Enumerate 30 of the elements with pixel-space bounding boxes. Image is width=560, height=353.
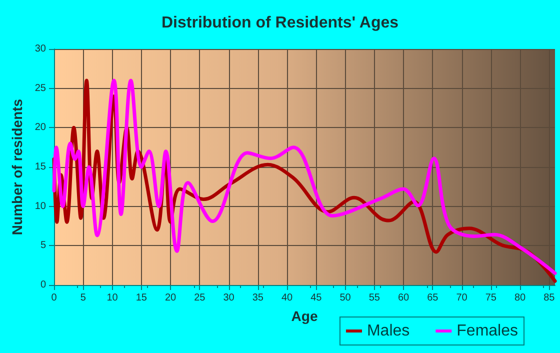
x-tick-label: 75 xyxy=(485,292,497,304)
x-tick-label: 5 xyxy=(80,292,86,304)
x-tick-label: 60 xyxy=(398,292,410,304)
x-tick-label: 15 xyxy=(136,292,148,304)
y-axis-title: Number of residents xyxy=(8,98,25,236)
y-tick-label: 25 xyxy=(34,82,46,94)
chart-title: Distribution of Residents' Ages xyxy=(161,14,399,32)
x-tick-label: 40 xyxy=(281,292,294,304)
x-tick-label: 25 xyxy=(194,292,206,304)
x-tick-label: 50 xyxy=(340,292,352,304)
y-tick-label: 10 xyxy=(34,200,46,212)
x-tick-label: 0 xyxy=(51,292,58,304)
x-tick-label: 45 xyxy=(310,292,322,304)
x-tick-label: 30 xyxy=(223,292,235,304)
x-tick-label: 55 xyxy=(368,292,380,304)
x-tick-label: 35 xyxy=(252,292,264,304)
x-tick-label: 65 xyxy=(427,292,439,304)
y-tick-label: 0 xyxy=(40,280,46,290)
y-tick-label: 15 xyxy=(34,162,46,172)
x-axis-title: Age xyxy=(291,308,318,324)
x-tick-label: 70 xyxy=(456,292,468,304)
x-tick-label: 85 xyxy=(544,292,556,304)
x-tick-label: 10 xyxy=(106,292,118,304)
y-tick-label: 5 xyxy=(40,240,46,252)
x-tick-label: 20 xyxy=(164,292,177,304)
y-tick-label: 30 xyxy=(34,44,46,54)
legend-label: Females xyxy=(456,322,518,340)
legend-label: Males xyxy=(366,322,410,340)
y-tick-label: 20 xyxy=(34,122,46,134)
x-tick-label: 80 xyxy=(514,292,526,304)
